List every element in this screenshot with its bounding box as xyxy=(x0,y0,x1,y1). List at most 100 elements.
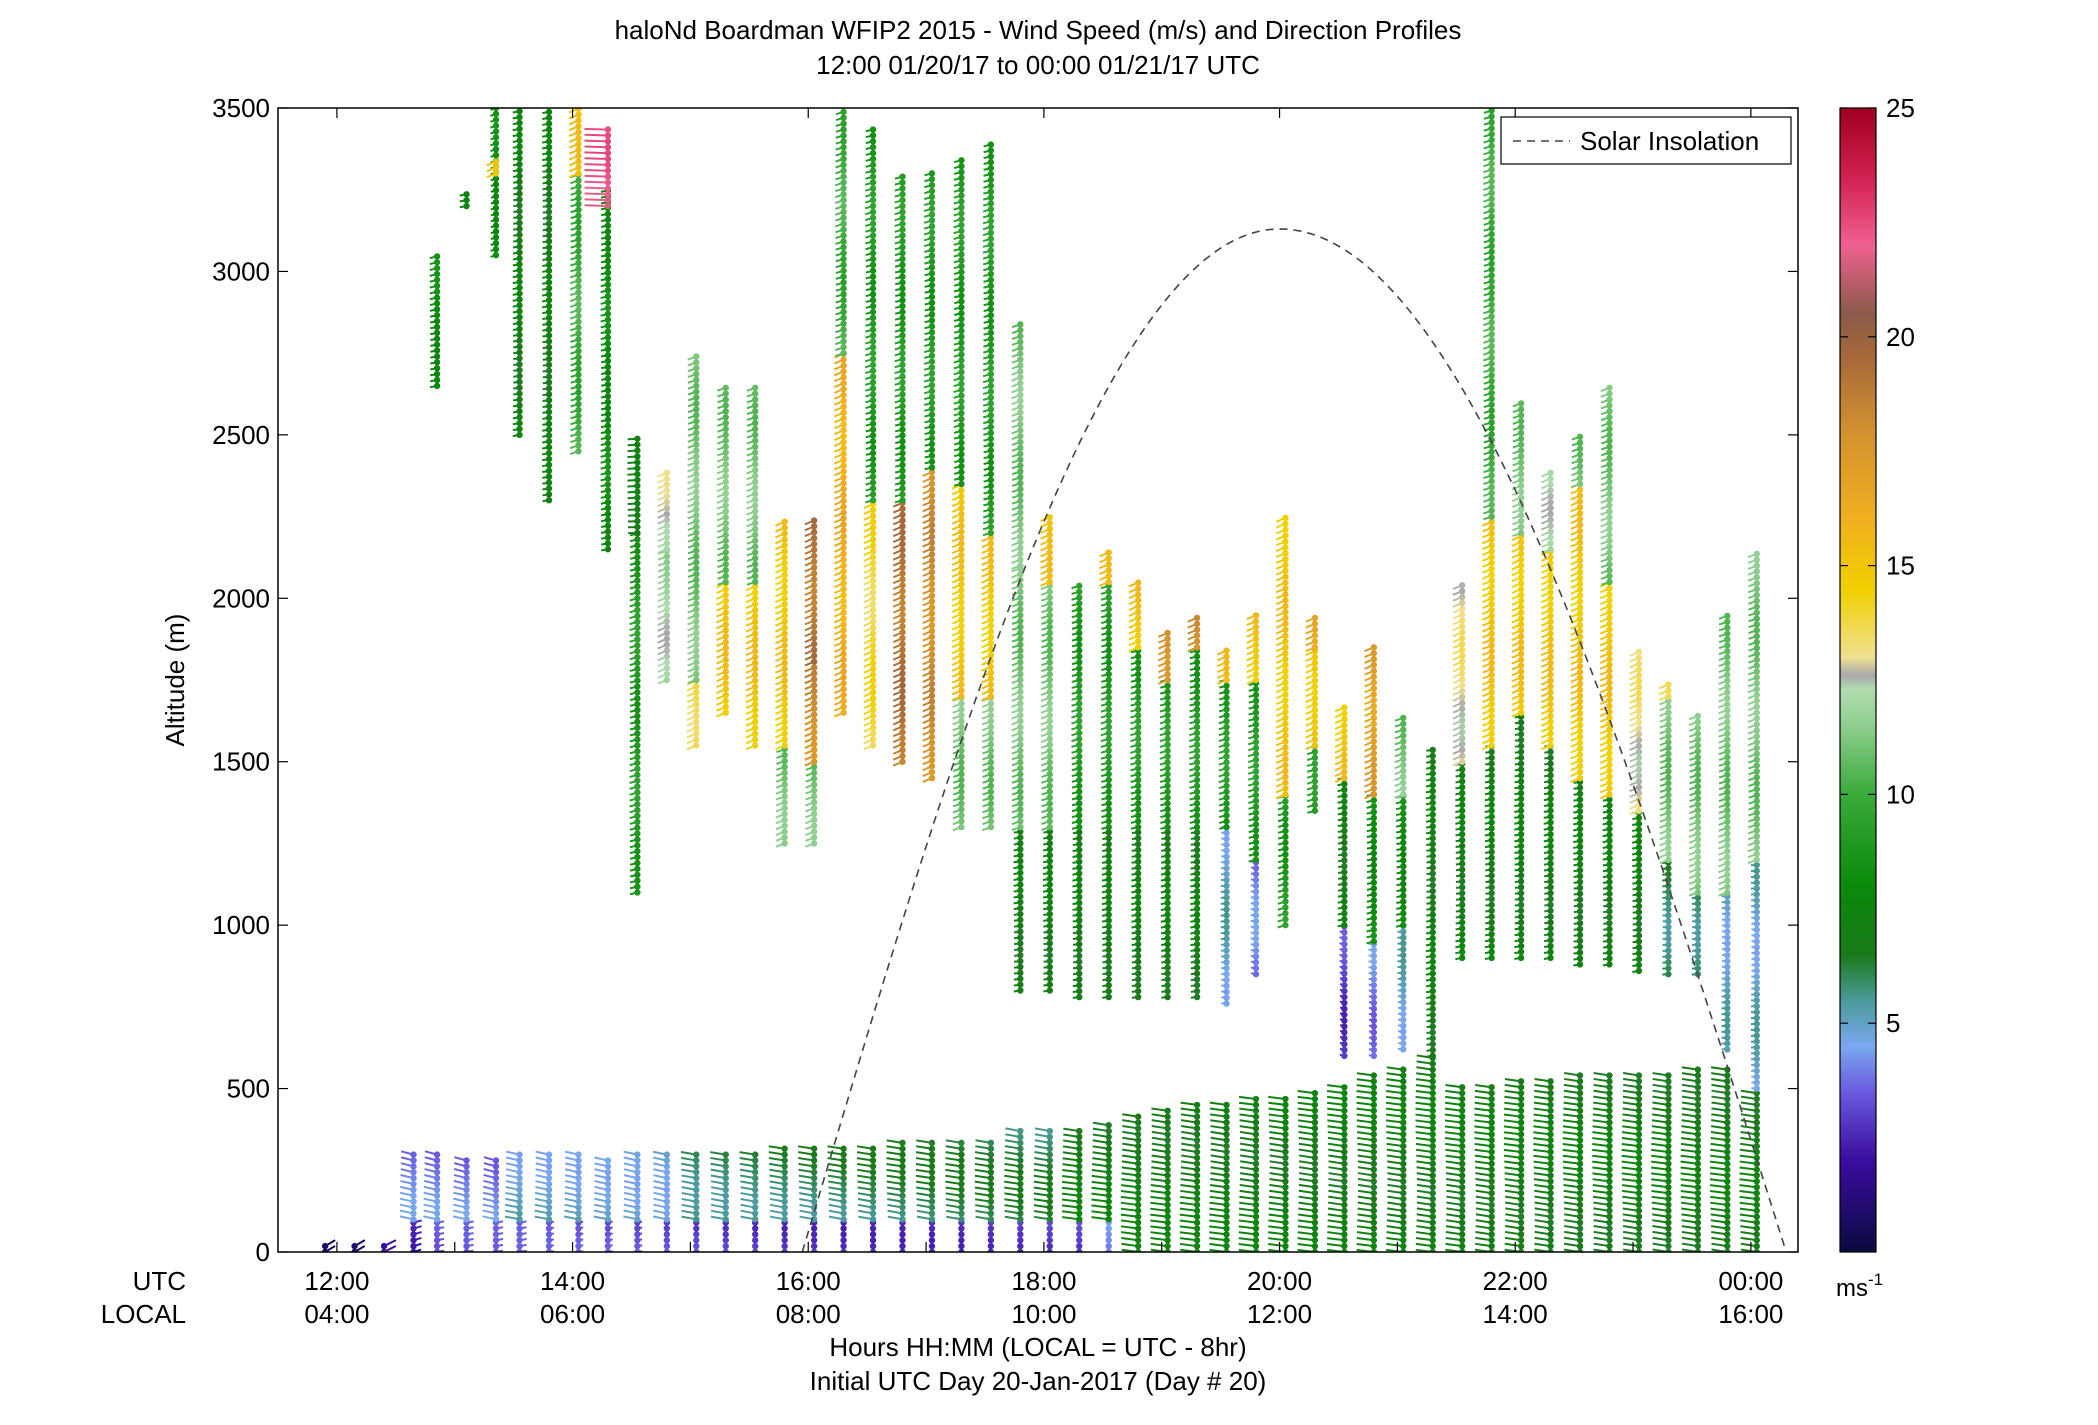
wind-barb-dot xyxy=(1193,964,1201,971)
wind-barb-dot xyxy=(1105,870,1112,877)
wind-barb-dot xyxy=(433,270,441,278)
wind-barb-dot xyxy=(1017,474,1024,481)
wind-barb-dot xyxy=(693,724,700,731)
wind-barb-dot xyxy=(1076,982,1083,989)
wind-barb-dot xyxy=(987,687,995,694)
wind-barb-dot xyxy=(869,718,877,726)
wind-barb-dot xyxy=(987,628,995,635)
wind-barb-dot xyxy=(693,718,700,726)
wind-barb-dot xyxy=(928,311,936,318)
wind-barb-dot xyxy=(663,487,671,494)
wind-barb-dot xyxy=(958,363,965,370)
wind-barb-dot xyxy=(722,656,729,663)
wind-barb-dot xyxy=(545,1242,553,1250)
wind-barb-dot xyxy=(1193,905,1201,912)
wind-barb-dot xyxy=(1046,851,1053,859)
wind-barb-dot xyxy=(604,1216,612,1223)
wind-barb-dot xyxy=(604,173,612,180)
wind-barb-dot xyxy=(958,286,965,293)
wind-barb-dot xyxy=(1105,976,1112,983)
wind-barb-dot xyxy=(575,108,582,112)
wind-barb-dot xyxy=(899,320,906,327)
wind-barb-dot xyxy=(1193,1189,1201,1197)
wind-barb-dot xyxy=(928,1180,936,1188)
wind-barb-dot xyxy=(840,450,847,458)
wind-barb-dot xyxy=(899,497,906,504)
wind-barb-dot xyxy=(987,259,995,266)
wind-barb-dot xyxy=(781,1198,788,1205)
wind-barb-dot xyxy=(722,461,729,468)
wind-barb-dot xyxy=(1134,1160,1142,1167)
wind-barb-dot xyxy=(1164,770,1171,778)
wind-barb-dot xyxy=(987,429,995,437)
wind-barb-dot xyxy=(869,553,877,561)
wind-barb-dot xyxy=(928,716,936,723)
wind-barb-dot xyxy=(1164,665,1171,672)
wind-barb-dot xyxy=(604,393,612,400)
wind-barb-dot xyxy=(516,408,523,415)
wind-barb-dot xyxy=(693,423,700,431)
wind-barb-dot xyxy=(781,834,788,841)
wind-barb-dot xyxy=(545,120,553,127)
wind-barb-dot xyxy=(1046,1225,1053,1232)
wind-barb-dot xyxy=(840,114,847,122)
wind-barb-dot xyxy=(781,769,788,777)
wind-barb-dot xyxy=(928,474,936,482)
wind-barb-dot xyxy=(463,196,470,204)
wind-barb-dot xyxy=(810,758,818,765)
wind-barb-dot xyxy=(1076,911,1083,918)
wind-barb-dot xyxy=(928,592,936,599)
wind-barb-dot xyxy=(869,155,877,163)
wind-barb-dot xyxy=(634,724,641,731)
wind-barb-dot xyxy=(987,776,995,784)
wind-barb-dot xyxy=(869,618,877,626)
wind-barb-dot xyxy=(1193,976,1201,983)
wind-barb-dot xyxy=(634,718,641,726)
wind-barb-dot xyxy=(958,504,965,512)
wind-barb-dot xyxy=(1105,1198,1112,1205)
wind-barb-dot xyxy=(1046,1174,1053,1182)
wind-barb-dot xyxy=(1105,1163,1112,1170)
wind-barb-dot xyxy=(1164,765,1171,772)
wind-barb-dot xyxy=(928,299,936,307)
wind-barb-dot xyxy=(958,162,965,170)
wind-barb-dot xyxy=(1164,1137,1171,1144)
wind-barb-dot xyxy=(840,656,847,663)
wind-barb-dot xyxy=(1017,385,1024,393)
wind-barb-dot xyxy=(516,296,523,303)
wind-barb-dot xyxy=(928,580,936,588)
wind-barb-dot xyxy=(604,1225,612,1232)
wind-barb-dot xyxy=(1017,812,1024,819)
wind-barb xyxy=(584,151,608,155)
wind-barb-dot xyxy=(1193,1160,1201,1167)
wind-barb-dot xyxy=(1076,870,1083,877)
wind-barb-dot xyxy=(1134,1242,1142,1250)
wind-barb-dot xyxy=(634,553,641,561)
wind-barb-dot xyxy=(781,775,788,782)
wind-barb-dot xyxy=(987,229,995,237)
wind-barb-dot xyxy=(781,828,788,835)
wind-barb-dot xyxy=(781,536,788,543)
wind-barb-dot xyxy=(869,1145,877,1152)
wind-barb-dot xyxy=(1017,1145,1024,1152)
wind-barb-dot xyxy=(958,1210,965,1217)
wind-barb-dot xyxy=(899,723,906,730)
wind-barb-dot xyxy=(899,758,906,765)
wind-barb-dot xyxy=(1076,952,1083,960)
wind-barb-dot xyxy=(928,240,936,248)
wind-barb-dot xyxy=(1017,928,1024,935)
wind-barb-dot xyxy=(987,1216,995,1223)
wind-barb-dot xyxy=(928,364,936,371)
wind-barb-dot xyxy=(1105,1174,1112,1182)
wind-barb-dot xyxy=(722,431,729,439)
wind-barb-dot xyxy=(1076,1133,1083,1141)
wind-barb-dot xyxy=(492,140,500,147)
wind-barb-dot xyxy=(575,189,582,196)
wind-barb-dot xyxy=(840,320,847,327)
wind-barb-dot xyxy=(899,1186,906,1194)
wind-barb-dot xyxy=(1017,875,1024,882)
wind-barb-dot xyxy=(928,446,936,454)
wind-barb-dot xyxy=(545,479,553,486)
wind-barb-dot xyxy=(492,204,500,212)
wind-barb-dot xyxy=(752,461,759,468)
